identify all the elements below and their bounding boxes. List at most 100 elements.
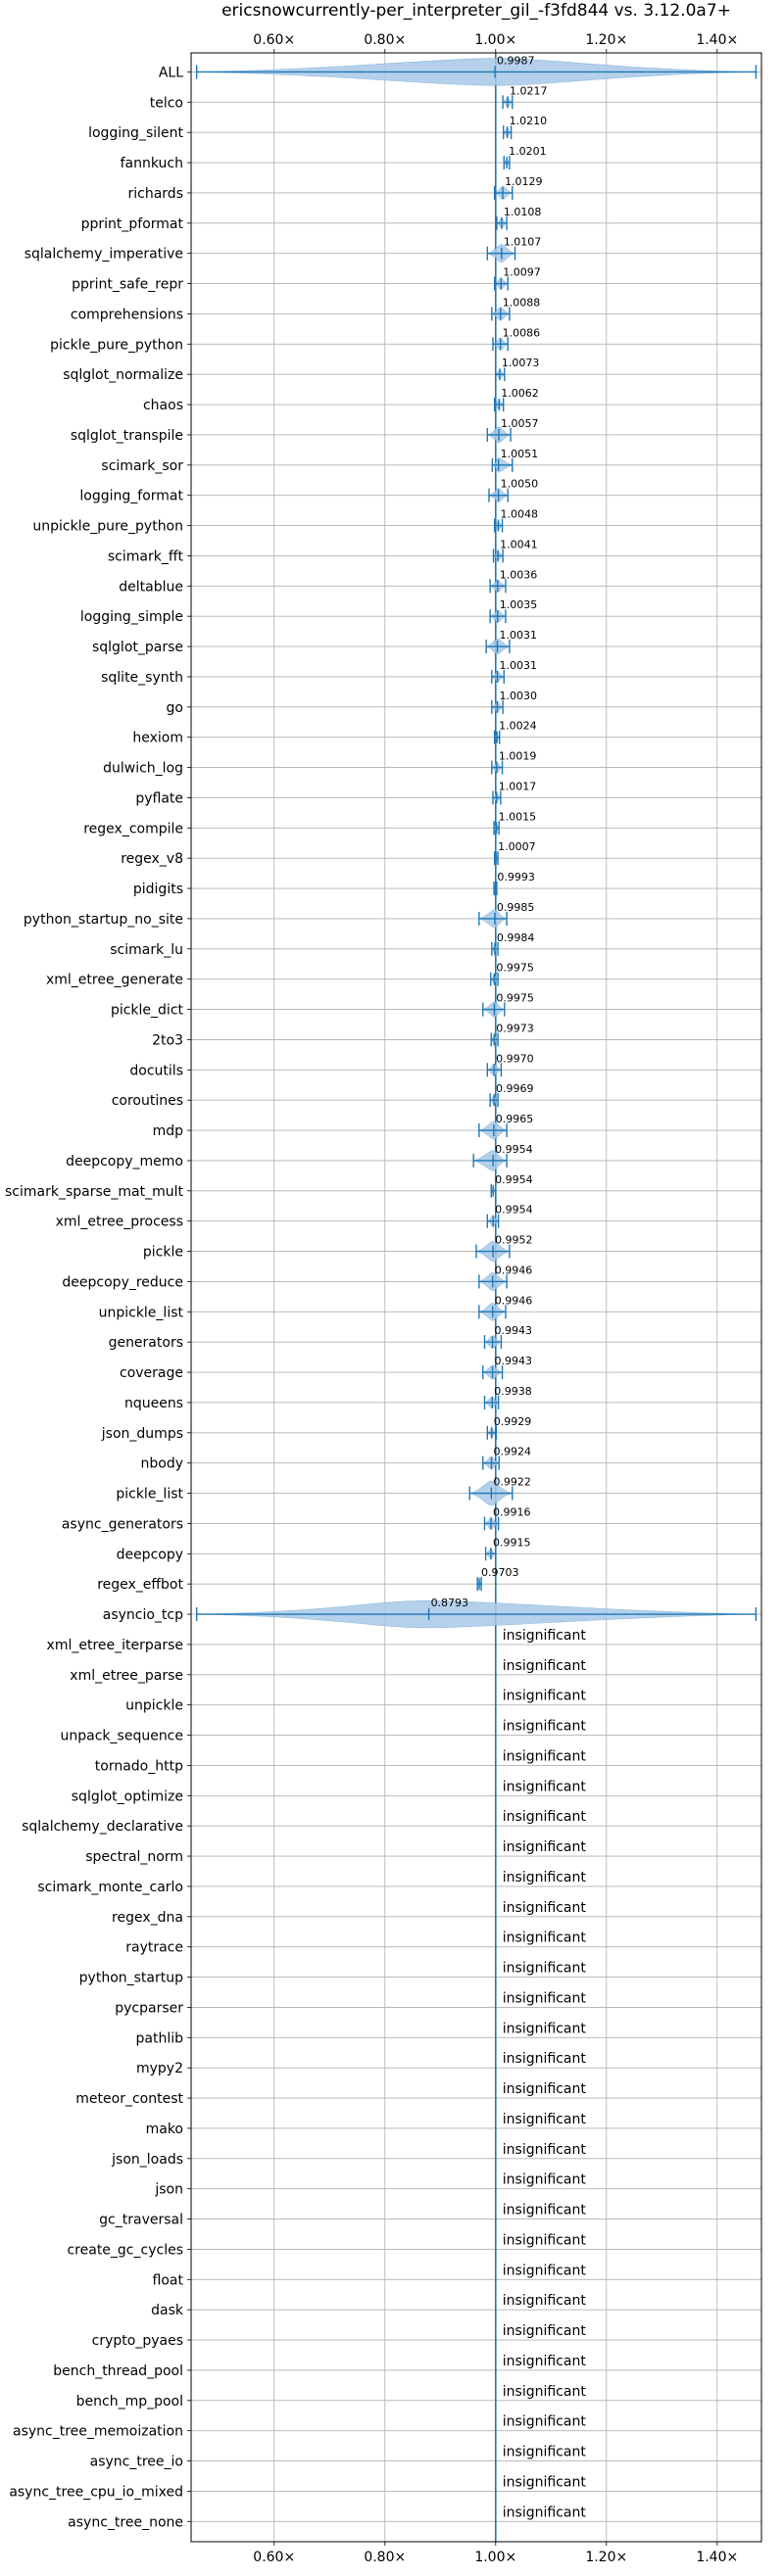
data-label: 0.9943 (495, 1355, 533, 1367)
category-label: float (153, 2272, 184, 2288)
data-label: 1.0041 (500, 538, 538, 550)
plot-frame (190, 52, 762, 2543)
category-label: pickle (143, 1245, 183, 1261)
category-label: coverage (120, 1365, 183, 1381)
data-label: 1.0057 (501, 417, 538, 430)
data-label: 1.0019 (499, 750, 537, 763)
insignificant-label: insignificant (503, 1990, 587, 2006)
category-label: crypto_pyaes (92, 2333, 183, 2349)
category-label: xml_etree_generate (46, 973, 183, 988)
data-label: 1.0107 (504, 236, 542, 249)
data-label: 1.0088 (503, 296, 541, 309)
category-label: meteor_contest (75, 2091, 183, 2107)
data-label: 1.0217 (510, 84, 548, 97)
category-label: pyflate (135, 790, 183, 806)
x-tick-label-top: 1.40× (696, 32, 738, 48)
x-tick-label-top: 0.60× (253, 32, 295, 48)
data-label: 1.0201 (509, 145, 547, 158)
data-label: 0.9943 (495, 1324, 533, 1337)
category-label: ALL (159, 65, 183, 80)
data-label: 1.0051 (501, 448, 539, 460)
category-label: async_tree_memoization (13, 2424, 183, 2440)
category-label: async_tree_cpu_io_mixed (9, 2484, 183, 2500)
data-label: 0.9922 (493, 1476, 531, 1489)
category-label: scimark_sor (101, 458, 183, 474)
data-label: 1.0036 (500, 568, 538, 581)
data-label: 0.9987 (497, 54, 534, 67)
data-label: 0.9975 (496, 992, 534, 1005)
category-label: docutils (129, 1063, 183, 1078)
data-label: 0.9938 (494, 1385, 532, 1398)
category-label: sqlglot_transpile (71, 428, 183, 444)
insignificant-label: insignificant (503, 1839, 587, 1855)
x-tick-label-bottom: 1.40× (696, 2550, 738, 2565)
category-label: async_tree_none (68, 2514, 183, 2530)
data-label: 0.9984 (497, 931, 535, 944)
insignificant-label: insignificant (503, 2293, 587, 2309)
x-tick-label-bottom: 0.80× (364, 2550, 406, 2565)
insignificant-label: insignificant (503, 1748, 587, 1764)
category-label: pidigits (133, 882, 183, 897)
category-label: unpickle_list (99, 1305, 184, 1320)
insignificant-label: insignificant (503, 2445, 587, 2460)
insignificant-label: insignificant (503, 2232, 587, 2248)
category-label: bench_thread_pool (53, 2363, 183, 2379)
category-label: xml_etree_iterparse (47, 1638, 183, 1653)
category-label: 2to3 (152, 1032, 183, 1048)
x-tick-label-top: 0.80× (364, 32, 406, 48)
insignificant-label: insignificant (503, 2414, 587, 2430)
category-label: scimark_lu (110, 942, 183, 958)
insignificant-label: insignificant (503, 1961, 587, 1977)
category-label: dask (151, 2303, 184, 2318)
category-label: gc_traversal (99, 2213, 183, 2228)
data-label: 1.0031 (500, 659, 537, 672)
insignificant-label: insignificant (503, 2172, 587, 2188)
insignificant-label: insignificant (503, 1779, 587, 1794)
insignificant-label: insignificant (503, 1870, 587, 1885)
category-label: unpickle_pure_python (32, 519, 183, 535)
category-label: pprint_safe_repr (72, 277, 183, 293)
category-label: regex_dna (112, 1910, 183, 1926)
data-label: 1.0210 (510, 115, 548, 127)
insignificant-label: insignificant (503, 2504, 587, 2520)
axis-layer: 0.60× 0.60× 0.80× 0.80× 1.00× 1.00× 1.20× 1.20×… (5, 32, 762, 2565)
category-label: pycparser (115, 2000, 183, 2016)
category-label: go (167, 700, 183, 716)
category-label: asyncio_tcp (103, 1607, 183, 1623)
insignificant-label: insignificant (503, 2474, 587, 2490)
category-label: create_gc_cycles (67, 2242, 183, 2258)
category-label: pickle_list (116, 1487, 183, 1503)
data-label: 0.9924 (493, 1446, 530, 1458)
category-label: coroutines (112, 1093, 183, 1109)
insignificant-label: insignificant (503, 2354, 587, 2369)
category-label: async_generators (62, 1516, 183, 1532)
insignificant-label: insignificant (503, 2203, 587, 2218)
category-label: spectral_norm (85, 1849, 183, 1865)
data-label: 1.0097 (503, 266, 541, 279)
data-label: 0.9915 (493, 1536, 530, 1549)
data-label: 1.0108 (504, 206, 542, 218)
data-label: 0.9969 (496, 1082, 533, 1095)
data-label: 0.9975 (496, 962, 534, 975)
category-label: chaos (143, 398, 183, 413)
data-label: 1.0007 (498, 840, 536, 853)
category-label: sqlglot_normalize (63, 367, 183, 383)
insignificant-label: insignificant (503, 1628, 587, 1644)
data-label: 1.0086 (503, 326, 541, 339)
data-label: 1.0073 (502, 357, 540, 369)
data-label: 0.9946 (495, 1294, 533, 1307)
data-label: 1.0050 (501, 478, 539, 491)
category-label: generators (109, 1335, 183, 1351)
category-label: json_dumps (101, 1426, 183, 1442)
data-label: 1.0024 (499, 720, 537, 733)
category-label: pprint_pformat (81, 216, 184, 232)
x-tick-label-top: 1.00× (474, 32, 516, 48)
category-label: xml_etree_parse (70, 1668, 183, 1684)
category-label: richards (128, 186, 184, 202)
category-label: telco (150, 95, 183, 111)
insignificant-label: insignificant (503, 1689, 587, 1704)
insignificant-label: insignificant (503, 2081, 587, 2097)
category-label: hexiom (132, 731, 183, 746)
x-tick-label-bottom: 1.00× (474, 2550, 516, 2565)
